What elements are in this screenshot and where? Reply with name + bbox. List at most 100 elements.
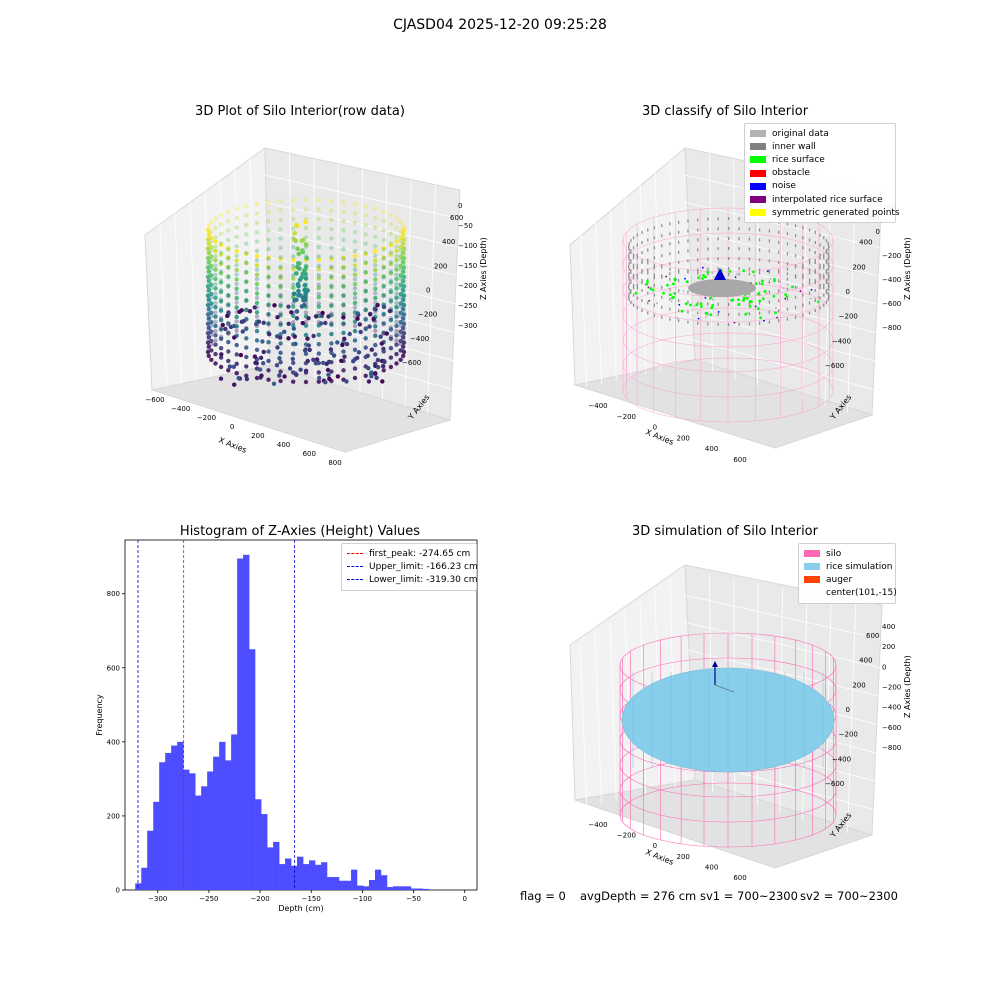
data-point xyxy=(261,361,266,366)
classified-point xyxy=(647,286,650,289)
classified-point xyxy=(695,303,699,306)
data-point xyxy=(373,371,378,376)
z-tick-label: −150 xyxy=(458,262,477,270)
inner-wall-point xyxy=(808,311,811,315)
data-point xyxy=(394,328,399,334)
data-point xyxy=(341,349,346,354)
z-tick-label: −800 xyxy=(882,744,901,752)
data-point xyxy=(206,270,211,276)
data-point xyxy=(303,197,309,203)
data-point xyxy=(291,351,296,356)
data-point xyxy=(282,329,287,334)
data-point xyxy=(266,349,271,354)
data-point xyxy=(381,228,386,233)
data-point xyxy=(234,253,239,258)
inner-wall-point xyxy=(827,282,829,286)
data-point xyxy=(340,342,345,348)
inner-wall-point xyxy=(814,279,816,282)
data-point xyxy=(266,293,271,299)
legend-line xyxy=(347,553,363,555)
z-tick-label: 400 xyxy=(882,623,895,631)
inner-wall-point xyxy=(823,276,825,280)
classified-point xyxy=(684,277,686,280)
inner-wall-point xyxy=(687,300,689,304)
data-point xyxy=(401,325,406,330)
data-point xyxy=(388,212,394,218)
data-point xyxy=(398,291,403,297)
classified-point xyxy=(760,282,764,286)
inner-wall-point xyxy=(819,276,821,280)
inner-wall-point xyxy=(794,224,797,228)
inner-wall-point xyxy=(669,317,671,321)
inner-wall-point xyxy=(647,248,649,252)
data-point xyxy=(206,316,211,321)
legend-swatch xyxy=(750,156,766,164)
data-point xyxy=(394,253,399,259)
histogram-bar xyxy=(363,886,370,890)
data-point xyxy=(320,310,325,316)
inner-wall-point xyxy=(738,312,740,316)
data-point xyxy=(341,228,346,233)
classified-point xyxy=(705,316,708,318)
data-point xyxy=(209,304,214,309)
data-point xyxy=(352,220,358,225)
data-point xyxy=(234,267,239,273)
legend-entry: silo xyxy=(804,547,890,560)
histogram-bar xyxy=(135,883,142,890)
data-point xyxy=(291,216,296,222)
histogram-bar xyxy=(201,786,208,890)
data-point xyxy=(218,252,224,257)
inner-wall-point xyxy=(707,257,709,261)
noise-cluster xyxy=(714,268,726,280)
data-point xyxy=(218,280,224,285)
y-tick-label: 400 xyxy=(107,738,120,746)
data-point xyxy=(381,322,386,327)
data-point xyxy=(388,259,394,265)
data-point xyxy=(291,207,296,212)
data-point xyxy=(373,324,378,329)
data-point xyxy=(401,345,406,351)
inner-wall-point xyxy=(669,272,671,276)
data-point xyxy=(278,335,283,340)
data-point xyxy=(373,328,378,333)
inner-wall-point xyxy=(828,275,830,278)
data-point xyxy=(205,265,211,270)
data-point xyxy=(381,255,386,260)
inner-wall-point xyxy=(641,279,643,282)
data-point xyxy=(363,222,368,228)
inner-wall-point xyxy=(778,269,780,273)
legend-entry: obstacle xyxy=(750,167,890,180)
data-point xyxy=(206,297,211,302)
data-point xyxy=(234,319,239,324)
footer-sv1: sv1 = 700~2300 xyxy=(700,889,798,903)
data-point xyxy=(341,322,346,327)
data-point xyxy=(213,328,218,334)
data-point xyxy=(363,213,368,218)
z-tick-label: −800 xyxy=(882,324,901,332)
plot1-3d-axes: −600 −400 −200 0 200 400 600 800 −600 −400 −200 0 20… xyxy=(144,147,488,467)
inner-wall-point xyxy=(647,271,649,275)
data-point xyxy=(252,305,257,310)
data-point xyxy=(234,314,239,320)
data-point xyxy=(363,345,368,350)
data-point xyxy=(226,237,231,243)
legend-label: auger xyxy=(826,574,853,585)
inner-wall-point xyxy=(630,269,632,273)
histogram-bar xyxy=(303,864,310,890)
inner-wall-point xyxy=(632,273,635,277)
inner-wall-point xyxy=(794,264,797,268)
inner-wall-point xyxy=(819,273,821,277)
inner-wall-point xyxy=(678,270,680,274)
legend-swatch xyxy=(750,130,766,138)
inner-wall-point xyxy=(653,256,655,260)
data-point xyxy=(401,316,406,321)
inner-wall-point xyxy=(628,267,630,271)
inner-wall-point xyxy=(707,267,709,271)
grid-line xyxy=(594,213,602,384)
inner-wall-point xyxy=(738,322,740,326)
data-point xyxy=(401,289,406,294)
inner-wall-point xyxy=(827,242,829,246)
data-point xyxy=(218,231,224,236)
data-point xyxy=(327,376,332,381)
data-point xyxy=(213,310,218,315)
